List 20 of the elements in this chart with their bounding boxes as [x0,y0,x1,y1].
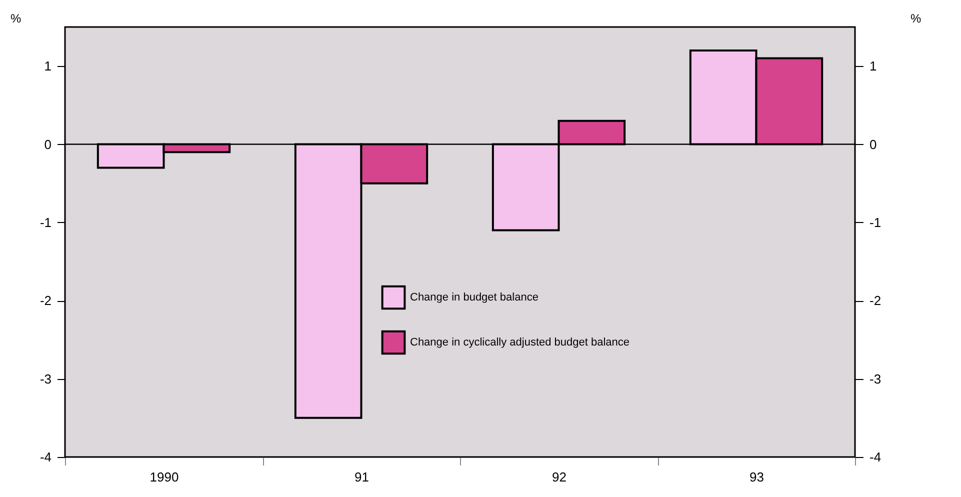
y-tick-label: 0 [44,136,52,152]
y-tick-label: -1 [40,214,52,230]
y-tick-label: 1 [44,58,52,74]
y2-tick-label: 1 [870,58,877,74]
y2-tick-label: -1 [870,214,882,230]
y2-tick-label: 0 [870,136,877,152]
x-tick-label: 93 [750,470,764,484]
y-tick-label: -4 [40,450,52,464]
y2-tick-label: -4 [870,450,882,464]
y2-tick-label: -3 [870,371,882,386]
y2-tick-label: -2 [870,293,882,308]
x-tick-label: 1990 [150,470,179,484]
legend-label: Change in cyclically adjusted budget balance [410,336,630,348]
y-tick-label: -3 [40,371,52,386]
x-tick-label: 92 [552,470,566,484]
y-tick-label: -2 [40,293,52,308]
y-axis-title: % [10,12,22,26]
y2-axis-title: % [910,12,922,26]
x-tick-label: 91 [354,470,369,484]
legend-label: Change in budget balance [410,292,538,304]
